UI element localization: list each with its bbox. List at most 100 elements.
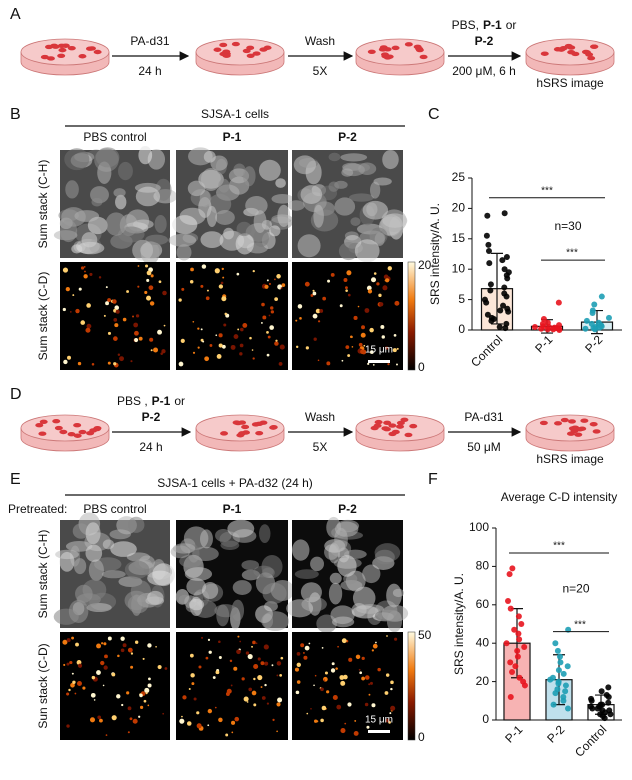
signal bbox=[248, 687, 253, 692]
signal bbox=[208, 650, 212, 654]
data-point bbox=[516, 636, 523, 643]
signal bbox=[251, 645, 253, 648]
signal bbox=[304, 645, 310, 651]
cell-texture bbox=[127, 516, 145, 533]
signal bbox=[234, 716, 240, 722]
micrograph bbox=[60, 632, 170, 740]
data-point bbox=[538, 325, 545, 332]
sample-size-label: n=20 bbox=[562, 582, 589, 596]
signal bbox=[371, 703, 376, 708]
cell-texture bbox=[366, 202, 378, 217]
cell bbox=[57, 53, 66, 58]
cell-texture bbox=[206, 205, 218, 228]
signal bbox=[266, 331, 269, 334]
arrow-label-part: or bbox=[506, 18, 517, 32]
y-axis-label: SRS intensity/A. U. bbox=[452, 573, 466, 675]
signal bbox=[71, 672, 74, 675]
cell bbox=[269, 425, 278, 430]
signal bbox=[281, 283, 286, 287]
signal bbox=[380, 324, 385, 329]
signal bbox=[347, 293, 351, 297]
cell-texture bbox=[88, 559, 104, 581]
cell bbox=[419, 54, 428, 60]
data-point bbox=[503, 254, 510, 261]
colorbar-label: 20 bbox=[418, 258, 432, 272]
arrow-label: P-2 bbox=[142, 410, 161, 424]
signal bbox=[215, 334, 218, 337]
signal bbox=[375, 641, 377, 644]
signal bbox=[370, 350, 374, 354]
data-point bbox=[550, 701, 557, 708]
signal bbox=[312, 289, 315, 292]
signal bbox=[126, 691, 130, 695]
signal bbox=[245, 651, 250, 655]
signal bbox=[302, 651, 305, 654]
cell bbox=[409, 423, 418, 429]
cell bbox=[39, 419, 48, 425]
colorbar bbox=[407, 261, 416, 371]
signal bbox=[201, 264, 207, 269]
cell bbox=[58, 47, 67, 53]
signal bbox=[320, 718, 324, 723]
cell-texture bbox=[124, 560, 150, 579]
petri-dish bbox=[355, 38, 445, 76]
signal bbox=[255, 642, 258, 645]
signal bbox=[242, 323, 248, 328]
cell bbox=[35, 423, 44, 428]
signal bbox=[241, 677, 245, 681]
signal bbox=[310, 707, 312, 710]
cell-texture bbox=[178, 594, 191, 605]
cell bbox=[415, 47, 424, 53]
y-tick-label: 20 bbox=[476, 674, 490, 688]
signal bbox=[225, 692, 230, 696]
signal bbox=[322, 676, 328, 682]
data-point bbox=[598, 293, 605, 300]
cell-texture bbox=[201, 582, 219, 599]
row-header: Pretreated: bbox=[8, 502, 67, 516]
signal bbox=[396, 347, 399, 350]
signal bbox=[77, 663, 83, 668]
signal bbox=[367, 362, 370, 365]
column-header: P-1 bbox=[223, 130, 242, 144]
signal bbox=[215, 670, 220, 675]
signal bbox=[236, 649, 241, 655]
signal bbox=[181, 715, 183, 718]
arrow-label: PA-d31 bbox=[464, 410, 503, 424]
signal bbox=[279, 344, 285, 350]
signal bbox=[323, 679, 326, 682]
signal bbox=[146, 270, 152, 276]
signal bbox=[276, 661, 282, 666]
signal bbox=[201, 636, 204, 639]
cell bbox=[255, 430, 264, 436]
signal bbox=[364, 675, 370, 680]
signal bbox=[306, 712, 309, 715]
cell-texture bbox=[330, 605, 355, 625]
petri-dish bbox=[355, 414, 445, 452]
signal bbox=[142, 657, 145, 660]
cell-texture bbox=[362, 564, 381, 584]
signal bbox=[312, 313, 318, 319]
cell-texture bbox=[203, 150, 216, 163]
signal bbox=[189, 653, 194, 658]
data-point bbox=[487, 281, 494, 288]
signal bbox=[147, 704, 150, 707]
y-tick-label: 5 bbox=[458, 292, 465, 306]
y-tick-label: 0 bbox=[482, 712, 489, 726]
panel-label: E bbox=[10, 471, 21, 488]
cell-texture bbox=[115, 194, 127, 210]
data-point bbox=[555, 667, 562, 674]
data-point bbox=[502, 325, 509, 332]
signal bbox=[91, 675, 96, 680]
data-point bbox=[601, 715, 608, 722]
signal bbox=[260, 661, 265, 666]
signal bbox=[218, 656, 222, 660]
signal bbox=[369, 681, 373, 685]
signal bbox=[324, 671, 328, 675]
signal bbox=[62, 639, 68, 645]
signal bbox=[105, 734, 108, 737]
signal bbox=[93, 699, 96, 701]
cell-texture bbox=[287, 200, 305, 211]
signal bbox=[332, 694, 338, 701]
cell bbox=[219, 42, 228, 48]
data-point bbox=[554, 647, 561, 654]
